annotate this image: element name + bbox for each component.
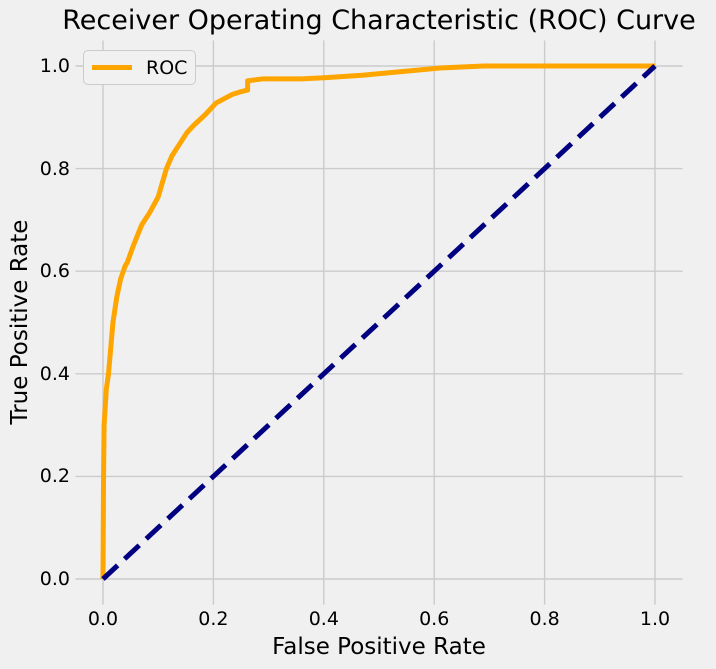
y-tick-label: 0.0 — [39, 568, 70, 590]
x-tick-label: 0.2 — [198, 608, 229, 630]
x-axis-label: False Positive Rate — [272, 634, 486, 660]
roc-curve-line — [100, 63, 655, 580]
y-tick-label: 0.4 — [39, 362, 70, 385]
y-axis-label: True Positive Rate — [7, 219, 33, 425]
x-tick-label: 0.0 — [87, 608, 119, 630]
y-tick-label: 1.0 — [39, 55, 70, 77]
legend-label-roc: ROC — [146, 56, 188, 79]
y-tick-label: 0.2 — [39, 465, 70, 488]
y-tick-label: 0.6 — [39, 260, 70, 283]
x-tick-label: 0.6 — [419, 608, 450, 630]
roc-line-swatch-icon — [92, 64, 132, 71]
legend: ROC — [83, 50, 196, 85]
chart-title: Receiver Operating Characteristic (ROC) … — [62, 5, 696, 36]
chance-diagonal-line — [101, 64, 657, 581]
y-tick-label: 0.8 — [39, 157, 70, 180]
x-tick-label: 0.8 — [529, 608, 560, 630]
x-tick-label: 0.4 — [308, 608, 339, 630]
x-tick-label: 1.0 — [639, 608, 671, 630]
